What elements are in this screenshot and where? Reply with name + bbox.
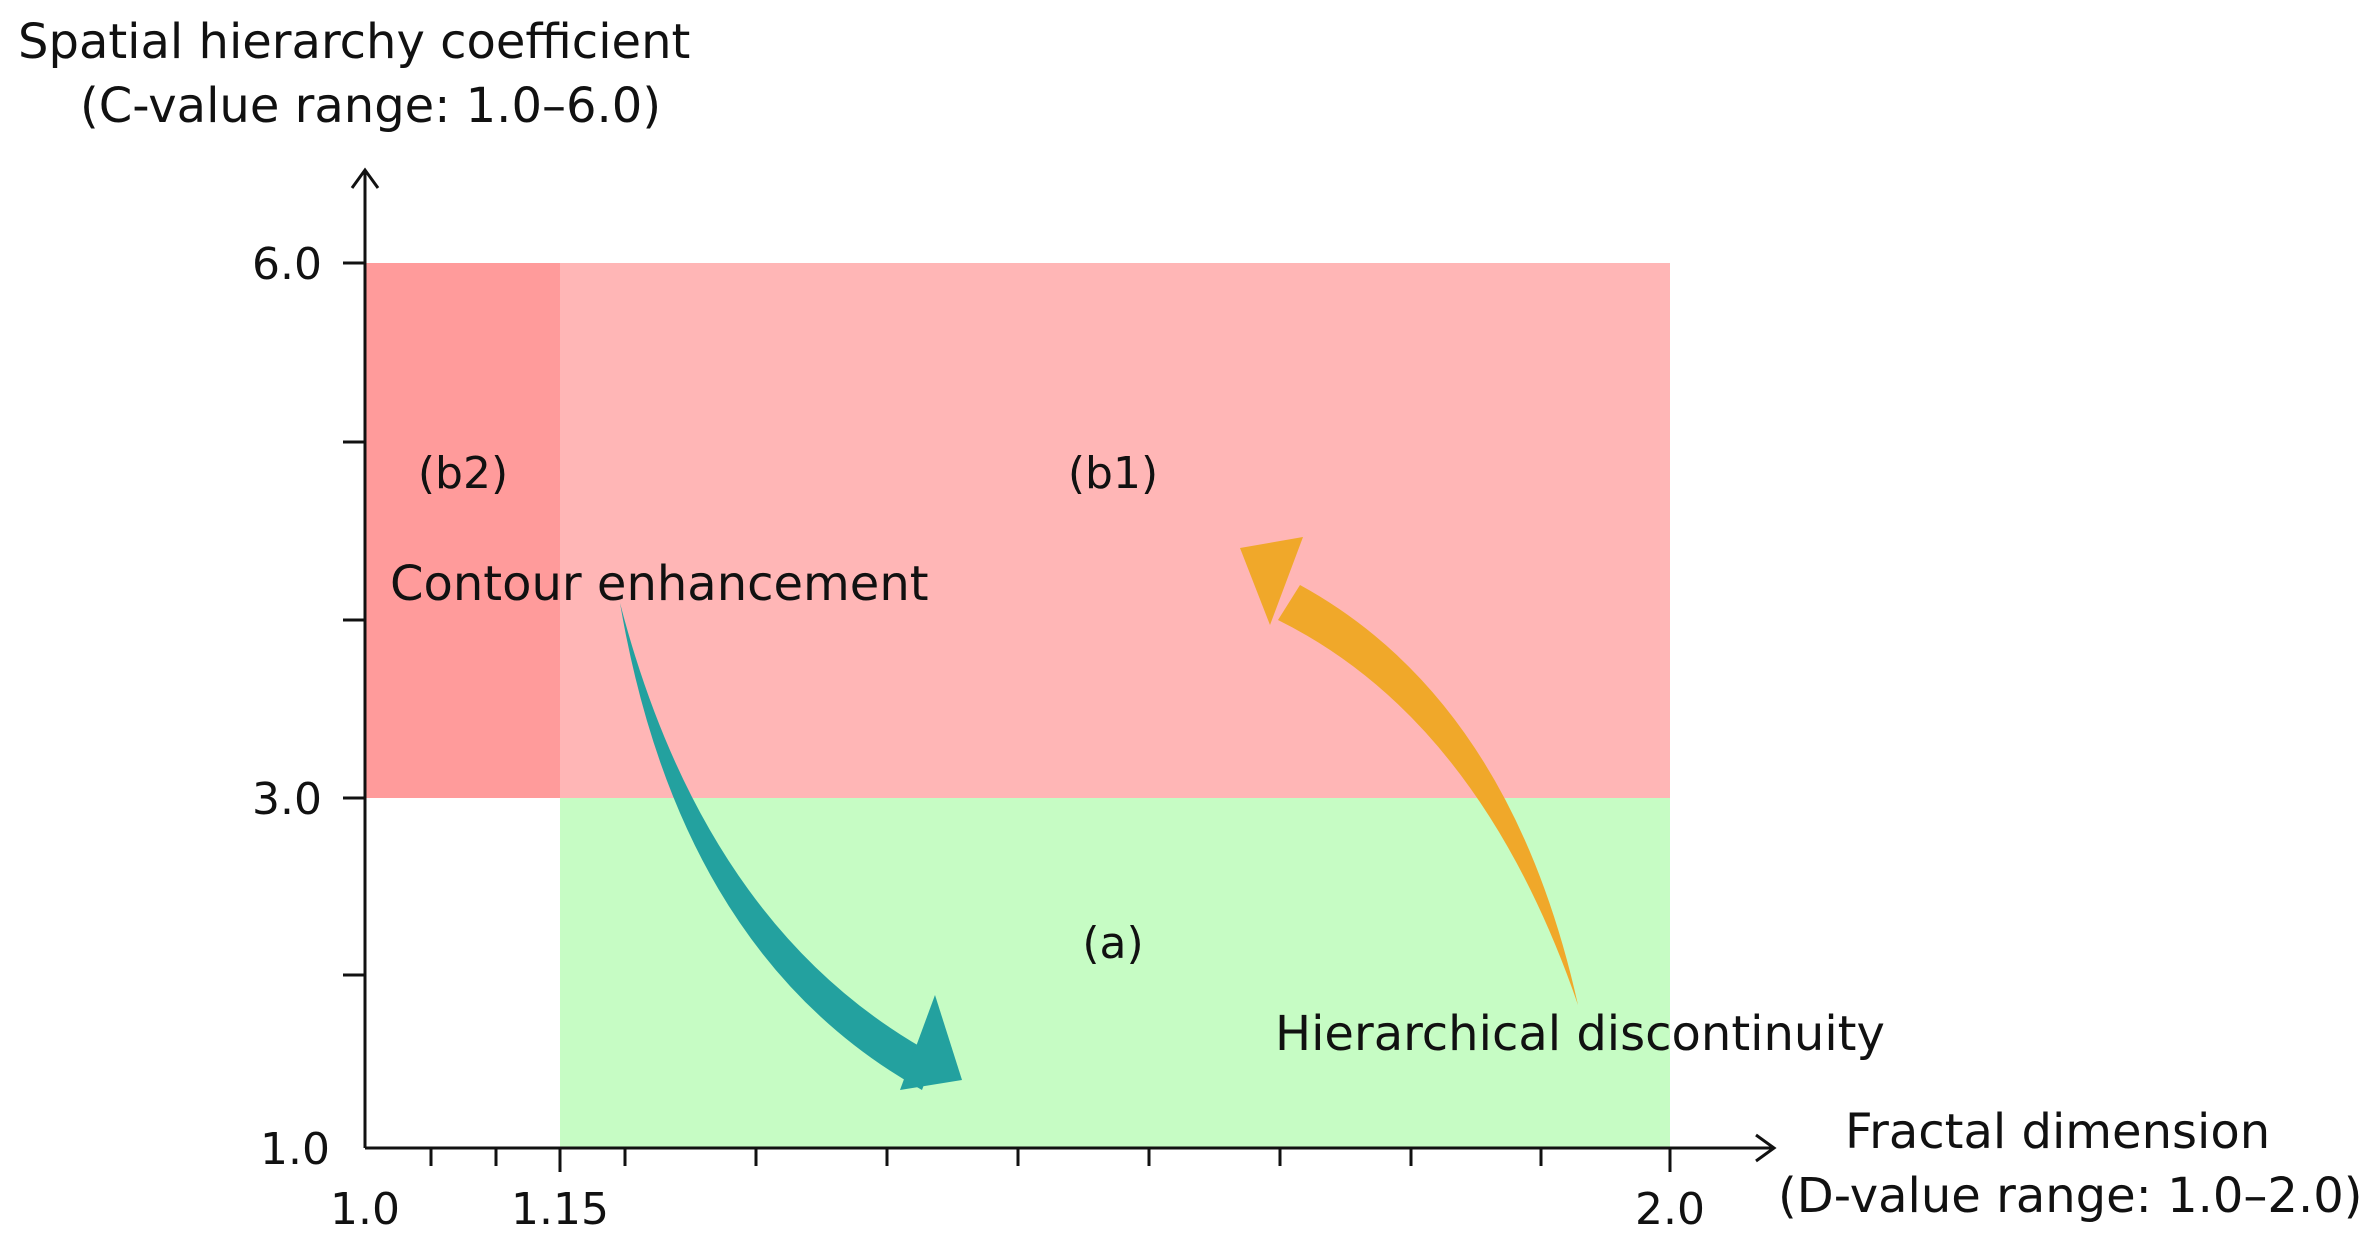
y-tick-label-3: 3.0 [252, 774, 322, 825]
x-axis [365, 1133, 1777, 1172]
region-b1 [560, 263, 1670, 798]
discontinuity-arrow-head [1240, 537, 1303, 625]
region-a-label: (a) [1082, 918, 1143, 969]
region-b1-label: (b1) [1068, 448, 1158, 499]
region-a [560, 798, 1670, 1148]
hierarchical-discontinuity-label: Hierarchical discontinuity [1275, 1006, 1885, 1062]
region-b2-label: (b2) [418, 448, 508, 499]
hierarchical-discontinuity-arrow [1240, 537, 1578, 1005]
y-axis-title: Spatial hierarchy coefficient [18, 14, 690, 70]
region-b2 [365, 263, 560, 798]
y-axis-subtitle: (C-value range: 1.0–6.0) [80, 78, 661, 134]
x-tick-label-2-0: 2.0 [1635, 1184, 1705, 1235]
x-axis-title: Fractal dimension [1845, 1104, 2270, 1160]
y-axis [343, 167, 380, 1148]
contour-arrow-shaft [620, 603, 935, 1090]
contour-enhancement-arrow [620, 603, 962, 1090]
y-tick-label-1: 1.0 [260, 1124, 330, 1175]
x-tick-label-1-15: 1.15 [511, 1184, 609, 1235]
contour-enhancement-label: Contour enhancement [390, 556, 929, 612]
contour-arrow-head [900, 995, 962, 1090]
x-tick-label-1-0: 1.0 [330, 1184, 400, 1235]
y-tick-label-6: 6.0 [252, 239, 322, 290]
discontinuity-arrow-shaft [1278, 585, 1578, 1005]
x-axis-subtitle: (D-value range: 1.0–2.0) [1778, 1168, 2362, 1224]
